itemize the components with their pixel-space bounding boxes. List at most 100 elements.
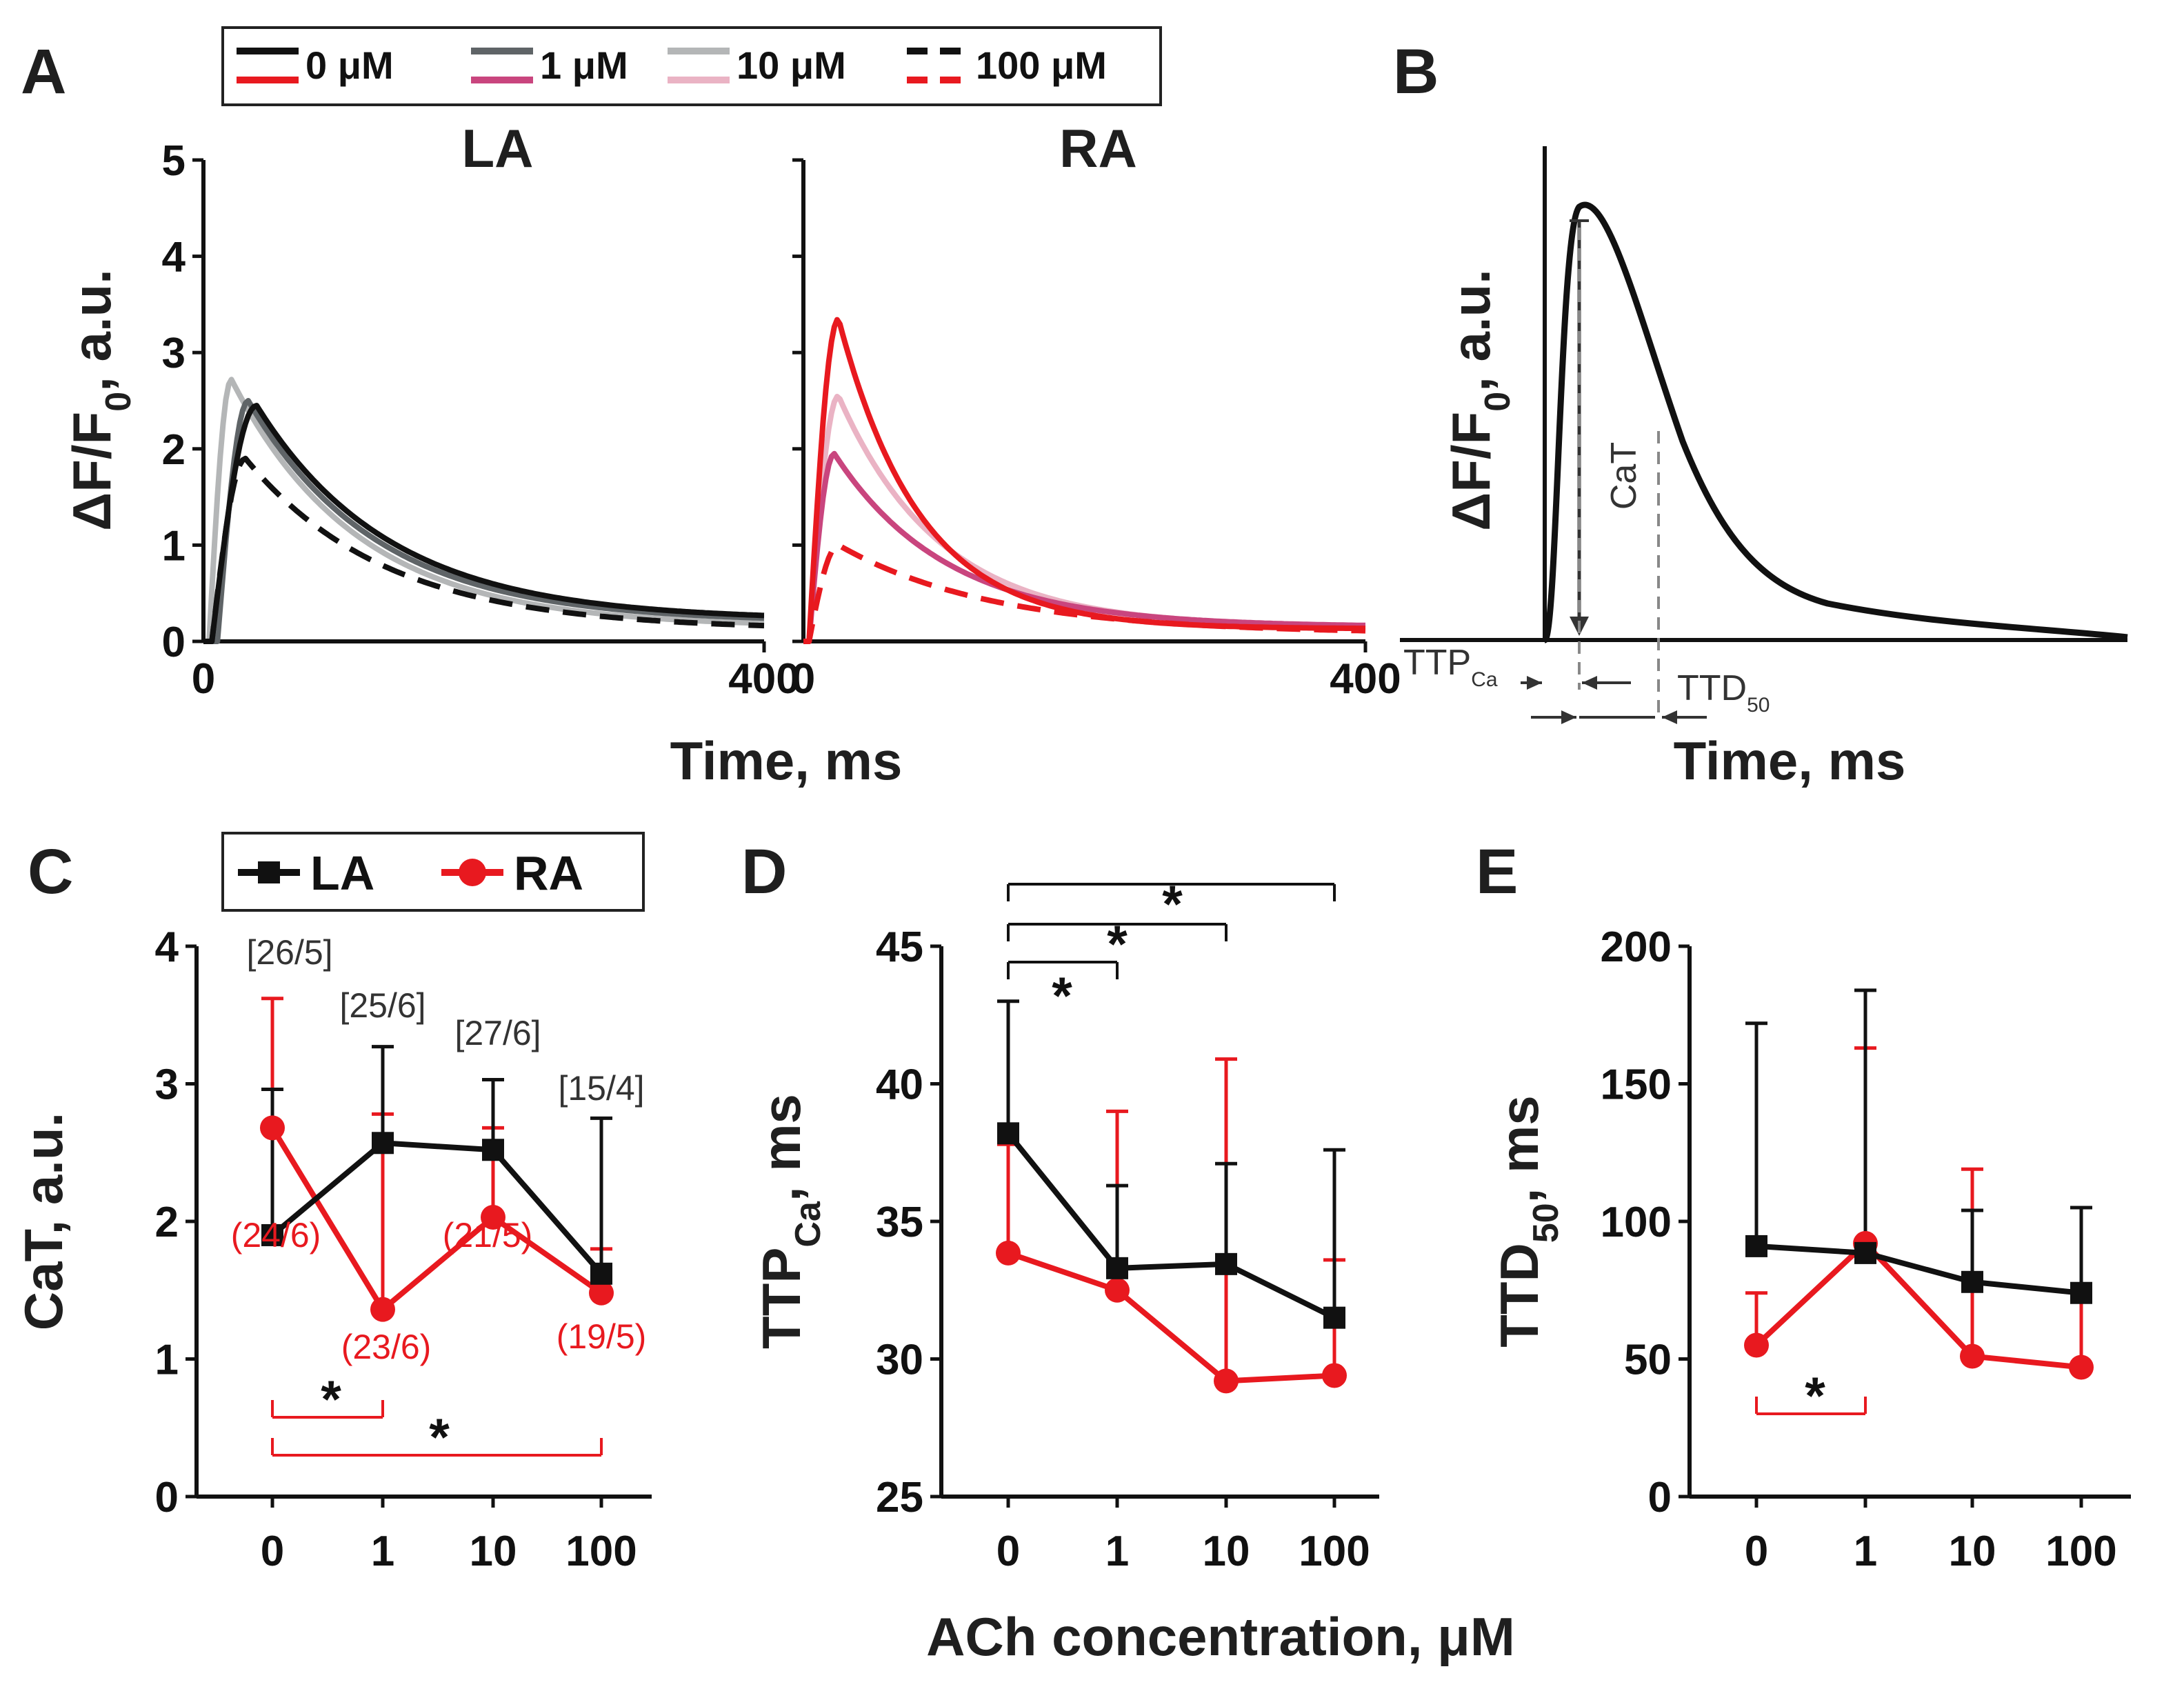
e-y-tick-3: 150 bbox=[1601, 1061, 1672, 1109]
c-n-ra-1: (23/6) bbox=[341, 1328, 432, 1366]
panel-letter-c: C bbox=[28, 837, 73, 907]
b-ttd-arrow-right-head bbox=[1662, 710, 1677, 724]
d-ra-marker-2 bbox=[1214, 1368, 1239, 1394]
e-x-tick-1: 1 bbox=[1854, 1528, 1877, 1575]
legend-top-box bbox=[221, 26, 1162, 106]
c-la-marker-2 bbox=[482, 1139, 504, 1161]
a-y-title: ΔF/F0, a.u. bbox=[61, 269, 139, 531]
d-la-marker-2 bbox=[1215, 1252, 1237, 1275]
e-ra-marker-2 bbox=[1960, 1343, 1985, 1369]
c-y-tick-0: 0 bbox=[155, 1474, 179, 1521]
b-curve bbox=[1541, 201, 2128, 643]
legend-label-0: 0 μM bbox=[305, 43, 394, 87]
panel-letter-a: A bbox=[21, 37, 66, 107]
a0-y-tick-2: 2 bbox=[162, 426, 186, 474]
d-ra-marker-1 bbox=[1105, 1277, 1130, 1303]
c-n-la-0: [26/5] bbox=[246, 933, 332, 972]
d-la-marker-1 bbox=[1106, 1257, 1128, 1279]
c-y-tick-1: 1 bbox=[155, 1337, 179, 1384]
a0-y-tick-1: 1 bbox=[162, 522, 186, 570]
legend-c-la-label: LA bbox=[310, 846, 374, 900]
e-la-marker-3 bbox=[2070, 1281, 2092, 1304]
c-ra-line bbox=[270, 1126, 603, 1312]
a1-trace-1 bbox=[803, 450, 1365, 644]
d-x-tick-1: 1 bbox=[1105, 1528, 1129, 1575]
d-x-tick-0: 0 bbox=[996, 1528, 1020, 1575]
c-y-tick-4: 4 bbox=[155, 923, 179, 971]
c-n-la-1: [25/6] bbox=[339, 986, 425, 1025]
legend-c-ra-marker bbox=[459, 859, 486, 886]
d-y-tick-0: 25 bbox=[876, 1474, 923, 1521]
e-ra-marker-0 bbox=[1744, 1332, 1769, 1358]
c-x-tick-3: 100 bbox=[565, 1528, 637, 1575]
c-n-ra-3: (19/5) bbox=[557, 1317, 647, 1356]
a-x-title: Time, ms bbox=[670, 730, 903, 791]
legend-c-la-marker bbox=[258, 861, 280, 883]
legend-c-ra-label: RA bbox=[514, 846, 583, 900]
e-sig1-star: * bbox=[1805, 1367, 1825, 1426]
panel-letter-e: E bbox=[1476, 837, 1518, 907]
d-ra-marker-0 bbox=[996, 1240, 1021, 1266]
a0-trace-3 bbox=[203, 455, 765, 644]
d-la-marker-3 bbox=[1323, 1306, 1345, 1329]
d-y-tick-4: 45 bbox=[876, 923, 923, 971]
c-x-tick-0: 0 bbox=[261, 1528, 284, 1575]
panel-letter-b: B bbox=[1393, 37, 1439, 107]
d-y-tick-1: 30 bbox=[876, 1337, 923, 1384]
a0-title: LA bbox=[462, 118, 534, 179]
e-y-tick-2: 100 bbox=[1601, 1199, 1672, 1246]
legend-label-2: 10 μM bbox=[737, 43, 846, 87]
a1-x-tick-0: 0 bbox=[792, 655, 815, 703]
c-x-tick-2: 10 bbox=[470, 1528, 517, 1575]
a0-x-tick-1: 400 bbox=[728, 655, 799, 703]
c-la-line bbox=[270, 1140, 604, 1276]
e-la-marker-0 bbox=[1745, 1235, 1767, 1257]
b-x-title: Time, ms bbox=[1674, 730, 1906, 791]
a0-y-tick-5: 5 bbox=[162, 137, 186, 185]
a0-y-tick-4: 4 bbox=[162, 234, 186, 281]
c-y-tick-3: 3 bbox=[155, 1061, 179, 1109]
a0-y-tick-3: 3 bbox=[162, 330, 186, 377]
c-ra-marker-1 bbox=[370, 1297, 395, 1322]
a0-trace-2 bbox=[203, 377, 765, 644]
c-sig1-star: * bbox=[321, 1370, 341, 1429]
b-ttp-arrow-left-head bbox=[1527, 676, 1542, 690]
c-y-tick-2: 2 bbox=[155, 1199, 179, 1246]
e-ra-marker-3 bbox=[2069, 1355, 2094, 1380]
legend-label-3: 100 μM bbox=[976, 43, 1107, 87]
d-la-marker-0 bbox=[997, 1122, 1019, 1145]
a0-x-tick-0: 0 bbox=[192, 655, 215, 703]
c-y-title: CaT, a.u. bbox=[13, 1112, 74, 1330]
e-y-tick-0: 0 bbox=[1648, 1474, 1672, 1521]
c-sig2-star: * bbox=[429, 1408, 450, 1467]
c-n-la-2: [27/6] bbox=[454, 1014, 541, 1052]
common-x-title: ACh concentration, μM bbox=[926, 1606, 1515, 1667]
b-ttp-arrow-right-head bbox=[1582, 676, 1597, 690]
d-x-tick-2: 10 bbox=[1203, 1528, 1250, 1575]
c-la-marker-1 bbox=[372, 1132, 394, 1155]
panel-letter-d: D bbox=[741, 837, 787, 907]
d-ra-marker-3 bbox=[1322, 1363, 1347, 1388]
c-x-tick-1: 1 bbox=[371, 1528, 394, 1575]
e-la-marker-2 bbox=[1961, 1270, 1983, 1293]
e-x-tick-3: 100 bbox=[2045, 1528, 2116, 1575]
e-la-marker-1 bbox=[1854, 1241, 1876, 1264]
a0-trace-0 bbox=[203, 403, 765, 644]
e-ra-line bbox=[1754, 1240, 2082, 1370]
c-ra-marker-2 bbox=[481, 1205, 505, 1230]
d-y-tick-3: 40 bbox=[876, 1061, 923, 1109]
d-ra-line bbox=[1007, 1250, 1335, 1384]
d-sig0-star: * bbox=[1052, 967, 1072, 1026]
legend-label-1: 1 μM bbox=[540, 43, 628, 87]
e-la-line bbox=[1756, 1243, 2082, 1296]
e-x-tick-2: 10 bbox=[1949, 1528, 1996, 1575]
b-y-title: ΔF/F0, a.u. bbox=[1441, 269, 1518, 531]
d-x-tick-3: 100 bbox=[1299, 1528, 1370, 1575]
a0-trace-1 bbox=[203, 398, 765, 644]
b-ttd-label: TTD50 bbox=[1677, 668, 1770, 717]
d-y-title: TTPCa, ms bbox=[751, 1094, 828, 1349]
c-n-la-3: [15/4] bbox=[558, 1069, 644, 1108]
e-y-tick-1: 50 bbox=[1624, 1337, 1672, 1384]
c-n-ra-0: (24/6) bbox=[231, 1216, 321, 1255]
